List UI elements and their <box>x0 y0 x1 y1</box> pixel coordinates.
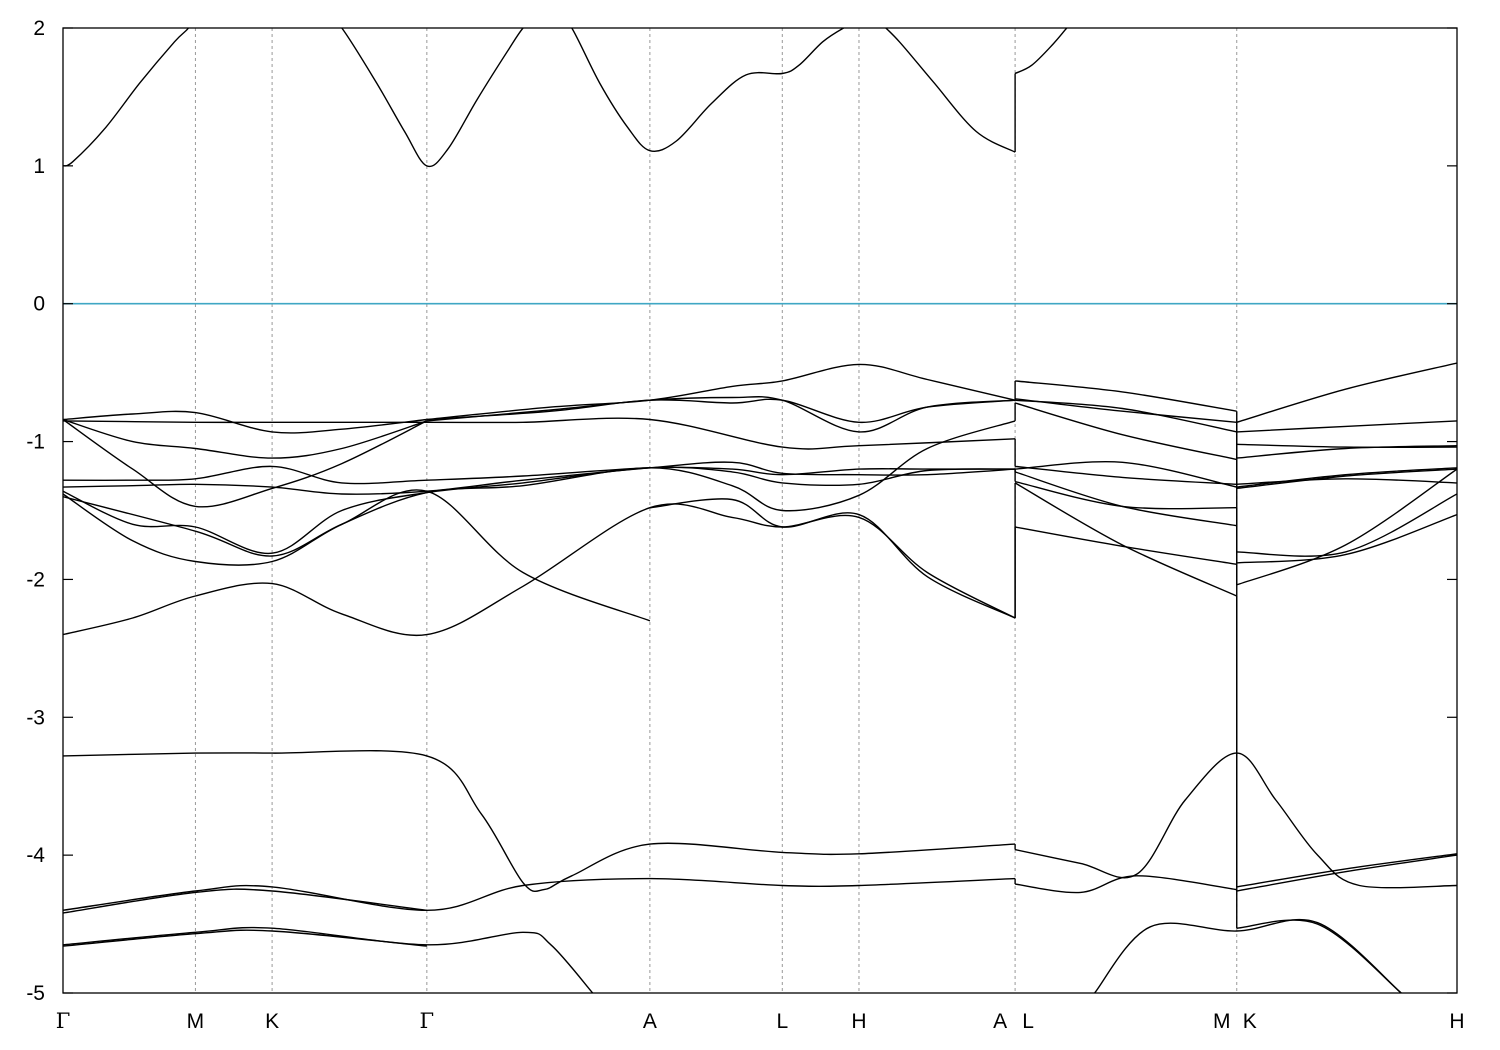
band-line-44 <box>1236 853 1457 888</box>
band-line-9 <box>63 410 427 434</box>
band-line-5 <box>1014 28 1068 75</box>
band-line-43 <box>1015 875 1237 894</box>
band-line-21 <box>63 465 1016 485</box>
kpoint-gridlines <box>194 28 1238 993</box>
plot-frame <box>62 27 1458 994</box>
band-line-38 <box>1014 482 1237 597</box>
band-line-3 <box>570 28 846 152</box>
kpoint-label: Γ <box>56 1009 71 1033</box>
band-line-18 <box>426 396 1016 433</box>
band-line-17 <box>63 418 428 508</box>
band-line-6 <box>63 417 1016 450</box>
band-line-25 <box>1015 461 1237 488</box>
kpoint-label: M <box>187 1010 205 1033</box>
band-line-33 <box>63 489 651 622</box>
band-line-23 <box>1236 478 1457 485</box>
kpoint-label: H <box>1449 1010 1464 1033</box>
band-line-28 <box>1014 480 1237 510</box>
band-line-32 <box>1236 493 1457 557</box>
kpoint-label: M <box>1213 1010 1231 1033</box>
band-line-13 <box>63 418 428 459</box>
band-line-39 <box>1236 468 1457 586</box>
band-line-2 <box>340 28 524 168</box>
y-tick-label: -2 <box>26 568 45 591</box>
band-line-29 <box>1236 468 1457 490</box>
y-tick-label: 0 <box>33 293 45 316</box>
band-line-37 <box>63 503 1016 637</box>
kpoint-label: H <box>851 1010 866 1033</box>
band-line-24 <box>63 461 1016 495</box>
kpoint-label: A <box>993 1010 1007 1033</box>
band-line-4 <box>884 28 1016 153</box>
y-axis-ticks: -5 -4 -3 -2 -1 0 1 2 <box>26 17 1457 1005</box>
y-tick-label: -1 <box>26 431 45 454</box>
band-line-1 <box>63 28 190 167</box>
kpoint-label: K <box>265 1010 279 1033</box>
band-line-49 <box>63 929 427 947</box>
band-line-45 <box>63 888 427 914</box>
y-tick-label: -3 <box>26 706 45 729</box>
kpoint-label: Γ <box>420 1009 435 1033</box>
band-line-16 <box>1236 420 1457 433</box>
band-line-8 <box>1236 443 1457 448</box>
band-line-20 <box>1236 445 1457 459</box>
band-line-36 <box>1236 513 1457 564</box>
band-line-34 <box>649 498 1016 619</box>
band-line-15 <box>1015 399 1237 433</box>
kpoint-label: L <box>776 1010 788 1033</box>
band-line-11 <box>1015 380 1237 412</box>
band-line-42 <box>63 877 1016 912</box>
band-line-27 <box>63 466 1016 554</box>
kpoint-label: A <box>643 1010 657 1033</box>
band-line-19 <box>1014 402 1237 461</box>
band-line-48 <box>1094 918 1402 993</box>
band-line-40 <box>63 749 1016 893</box>
band-line-30 <box>63 420 1016 566</box>
y-tick-label: 1 <box>33 155 45 178</box>
band-line-35 <box>1014 526 1237 565</box>
band-lines <box>63 28 1457 993</box>
kpoint-label: L <box>1022 1010 1034 1033</box>
kpoint-label: K <box>1243 1010 1257 1033</box>
band-line-47 <box>63 926 594 993</box>
band-line-26 <box>1236 467 1457 488</box>
band-line-31 <box>1014 471 1237 527</box>
y-tick-label: -5 <box>26 982 45 1005</box>
y-tick-label: -4 <box>26 844 45 867</box>
band-line-10 <box>426 363 1016 421</box>
band-line-46 <box>1236 854 1457 892</box>
band-line-12 <box>1236 362 1457 423</box>
y-tick-label: 2 <box>33 17 45 40</box>
band-line-22 <box>1015 465 1237 485</box>
band-line-50 <box>1236 919 1402 993</box>
